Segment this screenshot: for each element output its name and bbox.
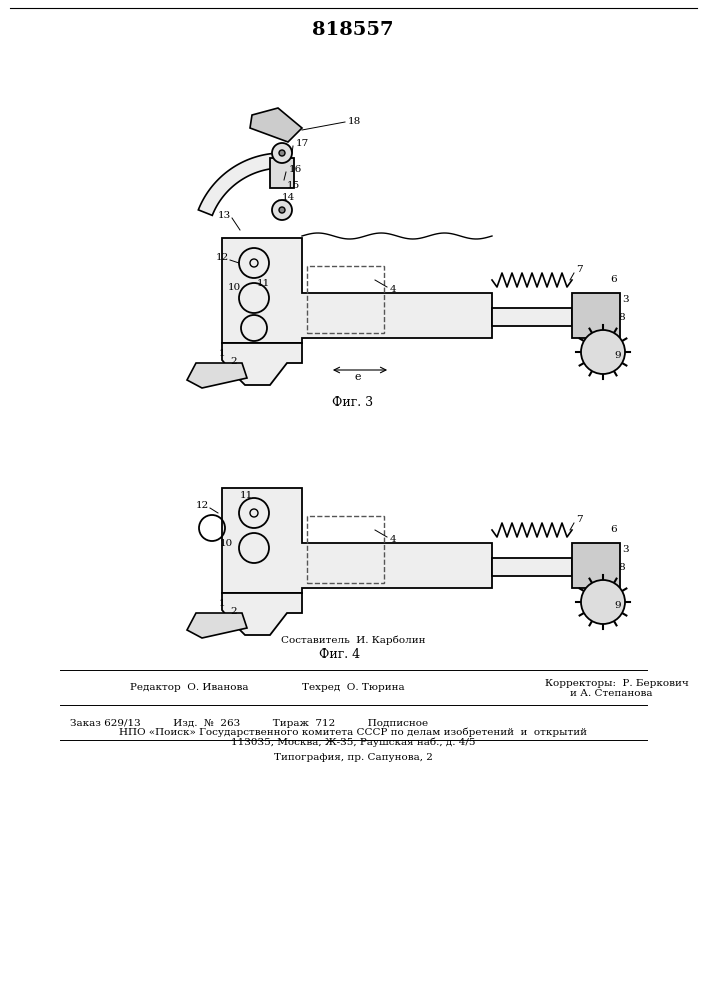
Polygon shape	[222, 238, 492, 343]
Text: 6: 6	[610, 526, 617, 534]
Polygon shape	[222, 488, 492, 593]
Polygon shape	[199, 153, 277, 215]
Text: Фиг. 4: Фиг. 4	[320, 648, 361, 662]
Text: Фиг. 3: Фиг. 3	[332, 395, 373, 408]
Text: 113035, Москва, Ж-35, Раушская наб., д. 4/5: 113035, Москва, Ж-35, Раушская наб., д. …	[230, 737, 475, 747]
Text: Составитель  И. Карболин: Составитель И. Карболин	[281, 635, 425, 645]
Bar	[572, 293, 620, 338]
Text: 10: 10	[220, 538, 233, 548]
Text: Типография, пр. Сапунова, 2: Типография, пр. Сапунова, 2	[274, 752, 433, 762]
Text: Техред  О. Тюрина: Техред О. Тюрина	[302, 684, 404, 692]
Text: 4: 4	[390, 286, 397, 294]
Text: 17: 17	[296, 138, 309, 147]
Text: 12: 12	[196, 502, 209, 510]
Text: 18: 18	[348, 117, 361, 126]
Circle shape	[272, 143, 292, 163]
Text: 8: 8	[618, 562, 624, 572]
Polygon shape	[492, 558, 572, 576]
Polygon shape	[250, 108, 302, 142]
Circle shape	[581, 580, 625, 624]
Text: 3: 3	[622, 546, 629, 554]
Text: 8: 8	[618, 312, 624, 322]
Bar	[270, 158, 294, 188]
Circle shape	[581, 330, 625, 374]
Text: 7: 7	[576, 516, 583, 524]
Text: 12: 12	[216, 253, 229, 262]
Polygon shape	[492, 308, 572, 326]
Text: 10: 10	[228, 284, 241, 292]
Text: 6: 6	[610, 275, 617, 284]
Text: 7: 7	[576, 265, 583, 274]
Text: 11: 11	[240, 491, 253, 500]
Text: 14: 14	[282, 192, 296, 202]
Polygon shape	[187, 363, 247, 388]
Text: 4: 4	[390, 536, 397, 544]
Text: НПО «Поиск» Государственного комитета СССР по делам изобретений  и  открытий: НПО «Поиск» Государственного комитета СС…	[119, 727, 587, 737]
Text: 9: 9	[614, 600, 621, 609]
Text: 3: 3	[622, 296, 629, 304]
Text: 16: 16	[289, 164, 303, 174]
Circle shape	[279, 150, 285, 156]
Polygon shape	[187, 613, 247, 638]
Text: 2: 2	[230, 358, 237, 366]
Circle shape	[272, 200, 292, 220]
Bar	[307, 266, 384, 333]
Text: e: e	[355, 372, 361, 382]
Text: 9: 9	[614, 351, 621, 360]
Text: Заказ 629/13          Изд.  №  263          Тираж  712          Подписное: Заказ 629/13 Изд. № 263 Тираж 712 Подпис…	[70, 718, 428, 728]
Circle shape	[279, 207, 285, 213]
Text: 11: 11	[257, 278, 270, 288]
Text: и А. Степанова: и А. Степанова	[570, 690, 653, 698]
Text: 13: 13	[218, 212, 231, 221]
Text: 2: 2	[230, 607, 237, 616]
Text: 1: 1	[219, 349, 226, 358]
Bar	[307, 516, 384, 583]
Text: Редактор  О. Иванова: Редактор О. Иванова	[130, 684, 248, 692]
Text: 818557: 818557	[312, 21, 394, 39]
Bar	[572, 543, 620, 588]
Polygon shape	[222, 343, 302, 385]
Text: 1: 1	[219, 598, 226, 607]
Text: 15: 15	[287, 180, 300, 190]
Text: Корректоры:  Р. Беркович: Корректоры: Р. Беркович	[545, 678, 689, 688]
Polygon shape	[222, 593, 302, 635]
